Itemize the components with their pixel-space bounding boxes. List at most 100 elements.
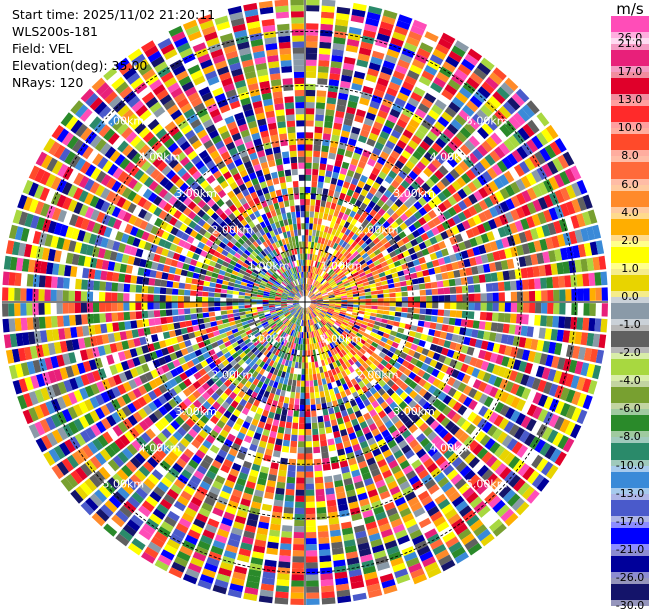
velocity-cell: [66, 454, 79, 469]
velocity-cell: [168, 409, 179, 420]
velocity-cell: [332, 314, 339, 319]
velocity-cell: [233, 287, 240, 292]
velocity-cell: [305, 380, 310, 387]
velocity-cell: [68, 240, 77, 252]
velocity-cell: [313, 310, 319, 315]
velocity-cell: [202, 194, 212, 204]
velocity-cell: [278, 469, 287, 477]
velocity-cell: [394, 496, 406, 507]
velocity-cell: [121, 464, 133, 477]
velocity-cell: [312, 428, 319, 436]
velocity-cell: [211, 203, 220, 212]
velocity-cell: [317, 299, 324, 301]
velocity-cell: [383, 306, 390, 311]
velocity-cell: [388, 135, 399, 145]
velocity-cell: [262, 302, 269, 305]
velocity-cell: [426, 365, 435, 375]
velocity-cell: [136, 436, 147, 448]
velocity-cell: [510, 396, 521, 409]
velocity-cell: [282, 291, 289, 295]
velocity-cell: [465, 169, 477, 181]
velocity-cell: [139, 144, 151, 156]
velocity-cell: [238, 302, 245, 306]
velocity-cell: [332, 547, 344, 555]
velocity-cell: [466, 248, 475, 258]
velocity-cell: [384, 175, 394, 184]
velocity-cell: [200, 236, 209, 244]
velocity-cell: [147, 203, 158, 214]
velocity-cell: [329, 221, 336, 229]
velocity-cell: [129, 246, 138, 256]
velocity-cell: [472, 478, 485, 491]
velocity-cell: [346, 306, 354, 310]
velocity-cell: [317, 218, 323, 225]
velocity-cell: [322, 133, 331, 141]
velocity-cell: [314, 317, 319, 323]
velocity-cell: [155, 246, 164, 255]
velocity-cell: [225, 396, 234, 405]
velocity-cell: [89, 181, 100, 194]
velocity-cell: [56, 277, 64, 289]
velocity-cell: [453, 269, 461, 278]
velocity-cell: [147, 252, 155, 261]
velocity-cell: [384, 119, 396, 129]
velocity-cell: [317, 72, 329, 79]
velocity-cell: [306, 23, 319, 30]
velocity-cell: [237, 554, 250, 563]
velocity-cell: [548, 250, 557, 263]
velocity-cell: [210, 383, 219, 392]
velocity-cell: [120, 233, 130, 244]
velocity-cell: [362, 317, 370, 323]
velocity-cell: [365, 382, 374, 390]
velocity-cell: [288, 348, 293, 355]
velocity-cell: [89, 456, 102, 469]
velocity-cell: [296, 477, 305, 484]
velocity-cell: [186, 360, 195, 369]
velocity-cell: [363, 314, 371, 319]
velocity-cell: [389, 292, 396, 298]
velocity-cell: [234, 345, 242, 352]
velocity-cell: [288, 307, 295, 311]
velocity-cell: [582, 317, 590, 331]
velocity-cell: [491, 312, 499, 322]
velocity-cell: [138, 505, 151, 518]
velocity-cell: [128, 214, 138, 225]
velocity-cell: [438, 38, 453, 50]
velocity-cell: [261, 321, 269, 327]
velocity-cell: [242, 393, 251, 402]
velocity-cell: [568, 359, 578, 374]
velocity-cell: [30, 215, 40, 229]
velocity-cell: [277, 344, 283, 351]
velocity-cell: [275, 308, 282, 312]
velocity-cell: [392, 523, 406, 534]
velocity-cell: [434, 361, 444, 371]
velocity-cell: [91, 512, 106, 527]
velocity-cell: [262, 571, 276, 580]
velocity-cell: [95, 198, 105, 210]
velocity-cell: [163, 544, 178, 556]
velocity-cell: [130, 275, 138, 284]
velocity-cell: [364, 571, 378, 581]
velocity-cell: [305, 132, 314, 139]
velocity-cell: [206, 208, 215, 217]
velocity-cell: [337, 282, 344, 288]
velocity-cell: [58, 328, 66, 340]
velocity-cell: [239, 314, 247, 319]
velocity-cell: [244, 524, 257, 533]
velocity-cell: [269, 267, 275, 274]
velocity-cell: [423, 213, 432, 223]
velocity-cell: [138, 385, 148, 396]
velocity-cell: [357, 329, 365, 336]
velocity-cell: [270, 462, 279, 470]
velocity-cell: [293, 330, 297, 338]
velocity-cell: [221, 555, 235, 566]
velocity-cell: [217, 324, 225, 330]
velocity-cell: [291, 310, 297, 315]
velocity-cell: [76, 326, 84, 338]
velocity-cell: [79, 430, 91, 443]
velocity-cell: [316, 304, 323, 307]
velocity-cell: [371, 195, 380, 204]
velocity-cell: [325, 314, 332, 319]
velocity-cell: [302, 350, 305, 357]
velocity-cell: [476, 447, 489, 460]
